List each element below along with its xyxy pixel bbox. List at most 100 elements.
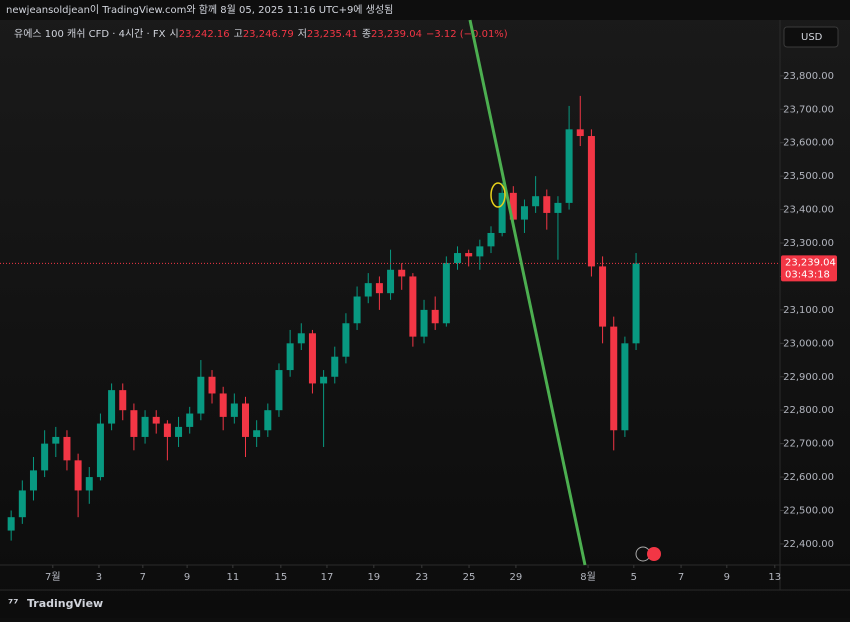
candle-body <box>487 232 495 247</box>
legend-high: 23,246.79 <box>243 29 294 40</box>
last-price-label: 23,239.04 <box>785 257 836 268</box>
candle-body <box>632 263 640 344</box>
candle-body <box>342 323 350 357</box>
x-tick-label: 5 <box>631 572 637 583</box>
candle-body <box>141 416 149 437</box>
candle-body <box>520 206 528 220</box>
candle-body <box>297 333 305 344</box>
footer-logo: ⁷⁷ <box>8 597 19 611</box>
x-tick-label: 25 <box>463 572 476 583</box>
candle-body <box>454 253 462 264</box>
candle-body <box>409 276 417 337</box>
highlight-circle <box>490 182 506 208</box>
currency[interactable]: USD <box>801 32 823 43</box>
candle-body <box>498 192 506 233</box>
x-tick-label: 7 <box>140 572 146 583</box>
legend-high-label: 고 <box>234 29 243 40</box>
candle-body <box>621 343 629 431</box>
candle-body <box>96 423 104 478</box>
legend-text: 유에스 100 캐쉬 CFD · 4시간 · FX 시23,242.16 고23,2… <box>14 28 508 40</box>
candle-body <box>130 410 138 437</box>
candle-body <box>175 426 183 437</box>
candle-body <box>41 443 49 471</box>
candle-body <box>74 460 82 491</box>
y-tick-label: 23,300.00 <box>783 238 834 249</box>
candle-body <box>63 436 71 461</box>
candle-body <box>29 470 37 491</box>
candle-body <box>442 263 450 324</box>
x-tick-label: 29 <box>510 572 523 583</box>
legend-low: 23,235.41 <box>307 29 358 40</box>
candle-body <box>587 136 595 267</box>
candle-body <box>565 129 573 203</box>
candle-body <box>119 390 127 411</box>
y-tick-label: 22,900.00 <box>783 372 834 383</box>
candle-body <box>152 416 160 424</box>
candle-body <box>7 517 15 531</box>
y-tick-label: 23,000.00 <box>783 338 834 349</box>
legend-open-label: 시 <box>170 28 179 40</box>
candle-body <box>398 269 406 277</box>
y-tick-label: 22,800.00 <box>783 405 834 416</box>
y-tick-label: 22,400.00 <box>783 539 834 550</box>
candle-body <box>364 283 372 297</box>
candle-body <box>286 343 294 371</box>
legend-open: 23,242.16 <box>179 29 230 40</box>
candle-body <box>554 202 562 213</box>
candle-body <box>353 296 361 324</box>
candle-body <box>543 196 551 213</box>
candle-body <box>253 430 261 437</box>
legend-close: 23,239.04 <box>371 29 422 40</box>
candle-body <box>241 403 249 437</box>
candle-body <box>208 376 216 394</box>
x-tick-label: 19 <box>367 572 380 583</box>
candle-body <box>230 403 238 417</box>
candle-body <box>18 490 26 518</box>
candle-body <box>320 376 328 384</box>
y-tick-label: 23,500.00 <box>783 171 834 182</box>
x-tick-label: 23 <box>415 572 428 583</box>
candle-body <box>509 192 517 220</box>
countdown: 03:43:18 <box>785 269 830 280</box>
currency-button[interactable] <box>783 26 839 48</box>
legend: 유에스 100 캐쉬 CFD · 4시간 · FX 시23,242.16 고23,2… <box>14 28 508 40</box>
x-tick-label: 9 <box>724 572 730 583</box>
candle-body <box>52 436 60 444</box>
y-tick-label: 22,500.00 <box>783 506 834 517</box>
candle-body <box>186 413 194 427</box>
legend-symbol: 유에스 100 캐쉬 CFD · 4시간 · FX <box>14 28 166 40</box>
x-tick-label: 17 <box>321 572 334 583</box>
candle-body <box>108 390 116 424</box>
candle-body <box>476 246 484 257</box>
y-tick-label: 22,600.00 <box>783 472 834 483</box>
plot <box>0 95 780 541</box>
candle-body <box>331 356 339 377</box>
y-tick-label: 23,800.00 <box>783 71 834 82</box>
x-tick-label: 11 <box>226 572 239 583</box>
last-price-tag <box>781 255 837 282</box>
trend-line <box>468 19 587 566</box>
y-tick-label: 23,600.00 <box>783 138 834 149</box>
candle-body <box>264 410 272 431</box>
candle-body <box>163 423 171 437</box>
candle-body <box>610 326 618 431</box>
candle-body <box>576 129 584 137</box>
x-tick-label: 15 <box>274 572 287 583</box>
x-tick-label: 9 <box>184 572 190 583</box>
legend-low-label: 저 <box>298 28 307 40</box>
candle-body <box>532 196 540 207</box>
y-tick-label: 23,400.00 <box>783 205 834 216</box>
candle-body <box>197 376 205 414</box>
x-tick-label: 3 <box>96 572 102 583</box>
x-tick-label: 13 <box>768 572 781 583</box>
y-tick-label: 22,700.00 <box>783 439 834 450</box>
legend-close-label: 종 <box>362 28 371 40</box>
candle-body <box>387 269 395 294</box>
candle-body <box>420 309 428 337</box>
candle-body <box>375 283 383 294</box>
x-tick-label: 7 <box>678 572 684 583</box>
candle-body <box>431 309 439 324</box>
candle-body <box>308 333 316 384</box>
